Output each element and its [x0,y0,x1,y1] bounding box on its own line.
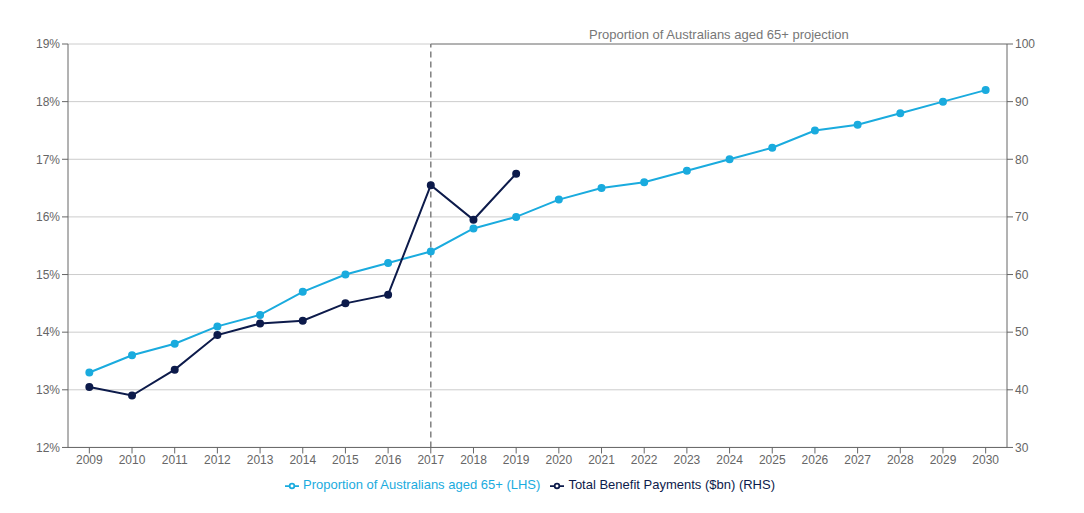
svg-text:70: 70 [1015,210,1029,224]
svg-text:2013: 2013 [247,453,274,467]
svg-text:60: 60 [1015,268,1029,282]
svg-text:2024: 2024 [716,453,743,467]
svg-text:13%: 13% [36,383,60,397]
svg-text:2014: 2014 [289,453,316,467]
svg-text:50: 50 [1015,325,1029,339]
svg-text:90: 90 [1015,95,1029,109]
svg-text:2015: 2015 [332,453,359,467]
svg-text:2029: 2029 [930,453,957,467]
svg-text:100: 100 [1015,37,1035,51]
html-text:Proportion of Australians aged: Proportion of Australians aged 65+ (LHS) [303,477,541,493]
svg-text:2027: 2027 [844,453,871,467]
svg-text:2019: 2019 [503,453,530,467]
svg-text:2026: 2026 [802,453,829,467]
svg-text:2016: 2016 [375,453,402,467]
svg-text:16%: 16% [36,210,60,224]
svg-text:40: 40 [1015,383,1029,397]
svg-text:2030: 2030 [972,453,999,467]
svg-text:Proportion of Australians aged: Proportion of Australians aged 65+ proje… [589,27,849,42]
svg-text:2020: 2020 [545,453,572,467]
svg-text:2023: 2023 [674,453,701,467]
svg-text:2009: 2009 [76,453,103,467]
svg-text:15%: 15% [36,268,60,282]
svg-text:30: 30 [1015,441,1029,455]
svg-text:2021: 2021 [588,453,615,467]
svg-text:2022: 2022 [631,453,658,467]
svg-text:2025: 2025 [759,453,786,467]
svg-text:18%: 18% [36,95,60,109]
svg-text:2018: 2018 [460,453,487,467]
svg-text:2012: 2012 [204,453,231,467]
svg-text:2017: 2017 [417,453,444,467]
svg-text:19%: 19% [36,37,60,51]
svg-text:2010: 2010 [119,453,146,467]
svg-text:2011: 2011 [162,453,188,467]
svg-text:17%: 17% [36,153,60,167]
html-text:Total Benefit Payments ($bn) (: Total Benefit Payments ($bn) (RHS) [568,477,775,493]
svg-text:2028: 2028 [887,453,914,467]
svg-text:14%: 14% [36,325,60,339]
svg-text:80: 80 [1015,153,1029,167]
svg-text:12%: 12% [36,441,60,455]
